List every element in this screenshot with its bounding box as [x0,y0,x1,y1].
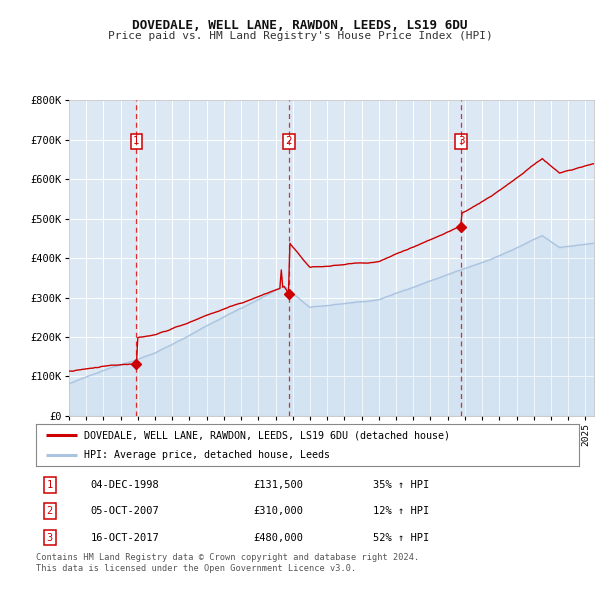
Text: £131,500: £131,500 [253,480,303,490]
Text: 12% ↑ HPI: 12% ↑ HPI [373,506,429,516]
Text: DOVEDALE, WELL LANE, RAWDON, LEEDS, LS19 6DU (detached house): DOVEDALE, WELL LANE, RAWDON, LEEDS, LS19… [84,430,450,440]
Text: 3: 3 [458,136,464,146]
Text: 3: 3 [46,533,53,543]
Text: 16-OCT-2017: 16-OCT-2017 [91,533,159,543]
Text: DOVEDALE, WELL LANE, RAWDON, LEEDS, LS19 6DU: DOVEDALE, WELL LANE, RAWDON, LEEDS, LS19… [132,19,468,32]
Text: 05-OCT-2007: 05-OCT-2007 [91,506,159,516]
Text: 2: 2 [286,136,292,146]
Text: 52% ↑ HPI: 52% ↑ HPI [373,533,429,543]
Text: £480,000: £480,000 [253,533,303,543]
Text: 35% ↑ HPI: 35% ↑ HPI [373,480,429,490]
Text: HPI: Average price, detached house, Leeds: HPI: Average price, detached house, Leed… [84,450,330,460]
Text: Price paid vs. HM Land Registry's House Price Index (HPI): Price paid vs. HM Land Registry's House … [107,31,493,41]
Text: 1: 1 [133,136,140,146]
Text: 2: 2 [46,506,53,516]
Text: £310,000: £310,000 [253,506,303,516]
Text: 04-DEC-1998: 04-DEC-1998 [91,480,159,490]
Text: Contains HM Land Registry data © Crown copyright and database right 2024.
This d: Contains HM Land Registry data © Crown c… [36,553,419,573]
Text: 1: 1 [46,480,53,490]
